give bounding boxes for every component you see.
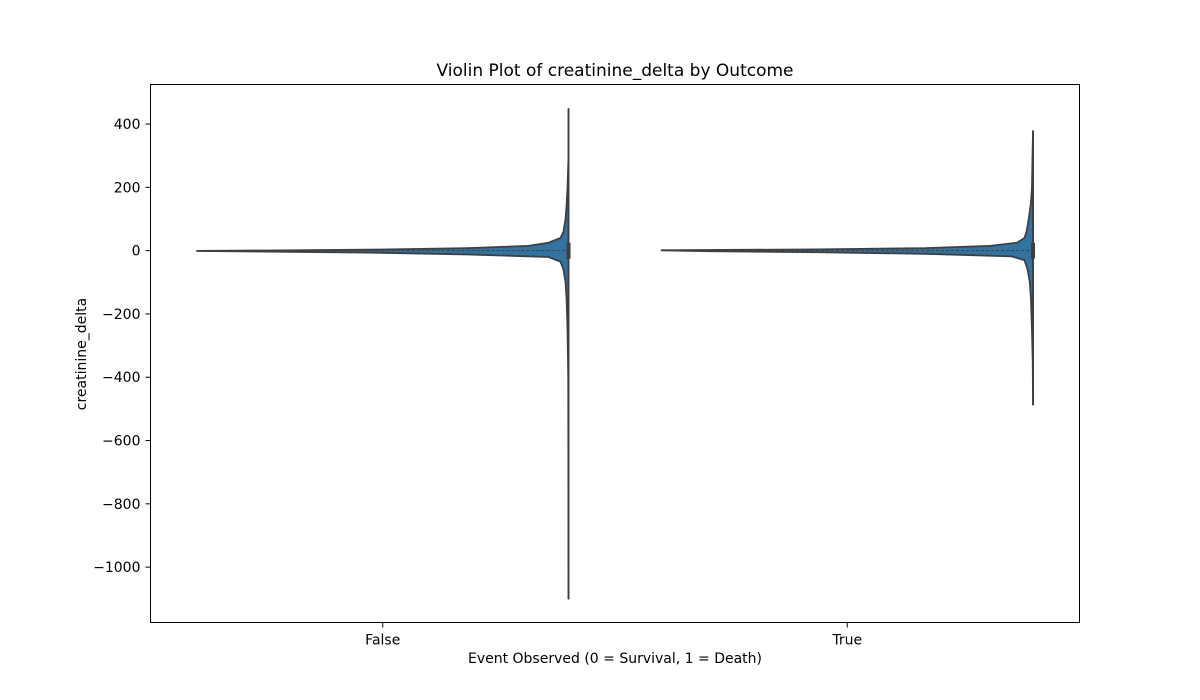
y-tick-label: 400 <box>114 117 141 133</box>
x-tick-label: False <box>365 633 400 649</box>
y-axis: 400 200 0 −200 −400 −600 −800 −1000 <box>93 117 151 576</box>
violin-body <box>660 130 1034 406</box>
violin-false <box>196 107 571 600</box>
x-axis: False True <box>365 622 862 649</box>
violin-layer <box>196 107 1036 600</box>
y-tick-label: −600 <box>102 434 140 450</box>
plot-frame <box>150 84 1080 623</box>
y-axis-title: creatinine_delta <box>74 298 90 410</box>
chart-title: Violin Plot of creatinine_delta by Outco… <box>437 61 794 81</box>
y-tick-label: −1000 <box>93 560 140 576</box>
violin-true <box>660 130 1036 406</box>
y-tick-label: −800 <box>102 497 140 513</box>
x-tick-label: True <box>831 633 862 649</box>
violin-body <box>196 107 570 600</box>
x-axis-title: Event Observed (0 = Survival, 1 = Death) <box>468 651 762 667</box>
y-tick-label: −400 <box>102 370 140 386</box>
y-tick-label: 200 <box>114 180 141 196</box>
y-tick-label: 0 <box>132 244 141 260</box>
y-tick-label: −200 <box>102 307 140 323</box>
